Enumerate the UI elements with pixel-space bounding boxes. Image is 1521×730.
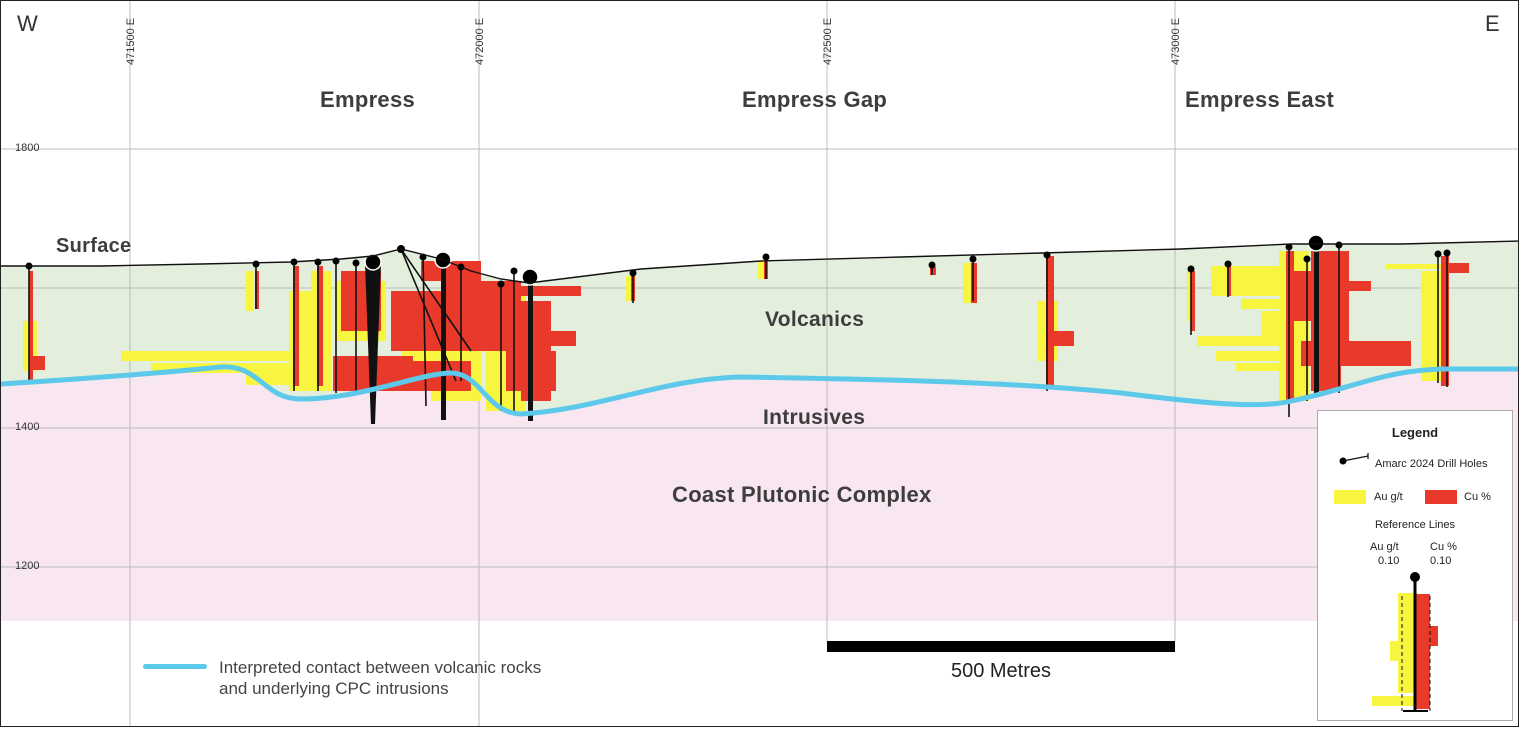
unit-label-cpc: Coast Plutonic Complex xyxy=(672,482,932,507)
surface-line xyxy=(1,240,1518,284)
elevation-label-1800: 1800 xyxy=(15,142,40,154)
legend-ref-au-label: Au g/t xyxy=(1370,541,1399,553)
legend-box: Legend Amarc 2024 Drill Holes Au g/t Cu … xyxy=(1317,410,1513,721)
legend-ref-cu-label: Cu % xyxy=(1430,541,1457,553)
east-label: E xyxy=(1485,11,1500,36)
legend-graphics xyxy=(1334,453,1457,712)
zone-label-empress-east: Empress East xyxy=(1185,87,1335,112)
legend-reference-lines-title: Reference Lines xyxy=(1374,519,1456,531)
cu-assay-bars xyxy=(29,251,1469,401)
legend-title: Legend xyxy=(1391,425,1439,440)
easting-label-1: 471500 E xyxy=(125,17,137,65)
contact-line xyxy=(1,364,1518,417)
cpc-region xyxy=(1,366,1518,621)
contact-legend-text: Interpreted contact between volcanic roc… xyxy=(219,657,679,699)
unit-label-intrusives: Intrusives xyxy=(763,406,866,429)
contact-legend-line-2: and underlying CPC intrusions xyxy=(219,679,449,698)
zone-label-empress-gap: Empress Gap xyxy=(742,87,888,112)
scale-bar-label: 500 Metres xyxy=(950,660,1052,682)
elevation-label-1200: 1200 xyxy=(15,560,40,572)
legend-au-label: Au g/t xyxy=(1374,491,1403,503)
drill-hole-traces xyxy=(28,245,1448,424)
contact-legend-line-1: Interpreted contact between volcanic roc… xyxy=(219,658,542,677)
legend-ref-cu-value: 0.10 xyxy=(1430,555,1452,567)
easting-label-2: 472000 E xyxy=(474,17,486,65)
legend-drill-holes-label: Amarc 2024 Drill Holes xyxy=(1375,458,1488,470)
zone-label-empress: Empress xyxy=(320,87,416,112)
west-label: W xyxy=(17,11,38,36)
legend-cu-label: Cu % xyxy=(1464,491,1491,503)
contact-swatch xyxy=(143,664,207,669)
unit-label-volcanics: Volcanics xyxy=(765,308,865,331)
unit-label-surface: Surface xyxy=(56,235,132,257)
scale-bar xyxy=(827,641,1175,652)
legend-ref-au-value: 0.10 xyxy=(1378,555,1400,567)
easting-label-3: 472500 E xyxy=(822,17,834,65)
elevation-label-1400: 1400 xyxy=(15,421,40,433)
easting-label-4: 473000 E xyxy=(1170,17,1182,65)
